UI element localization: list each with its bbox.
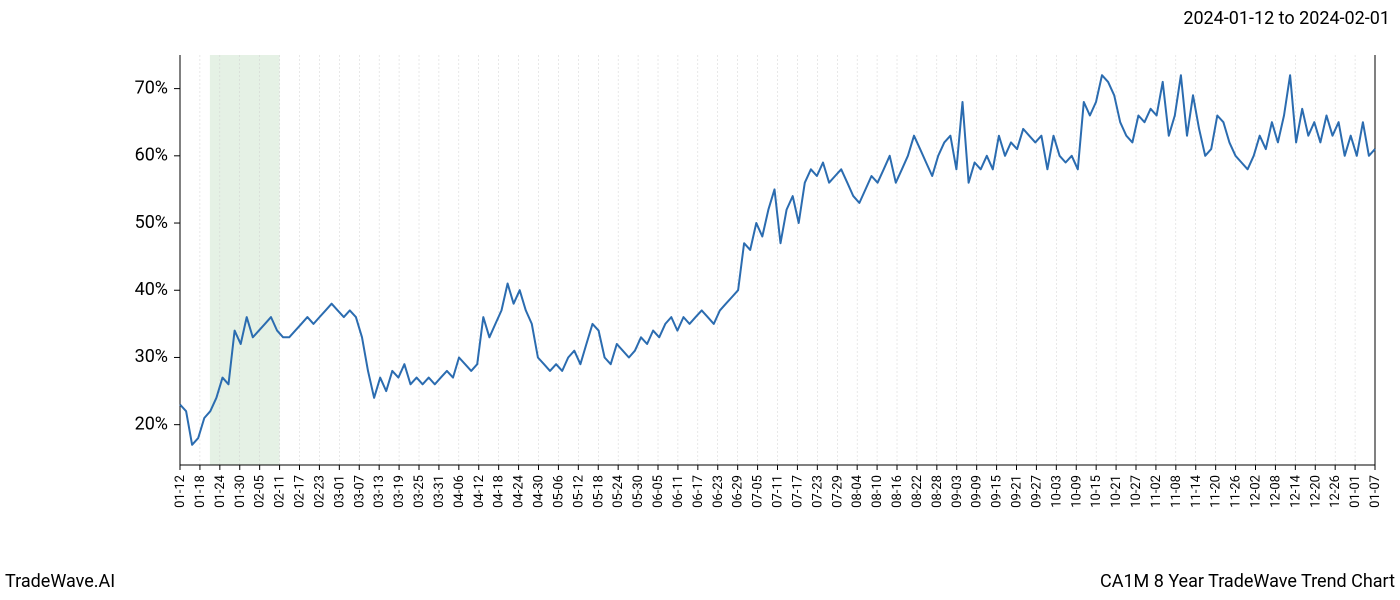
svg-text:01-07: 01-07	[1368, 475, 1383, 508]
svg-text:02-11: 02-11	[273, 475, 288, 508]
svg-text:04-24: 04-24	[512, 474, 527, 508]
svg-text:10-15: 10-15	[1089, 475, 1104, 508]
svg-text:12-20: 12-20	[1308, 475, 1323, 508]
svg-text:09-15: 09-15	[990, 475, 1005, 508]
svg-text:05-30: 05-30	[631, 475, 646, 508]
svg-text:10-03: 10-03	[1049, 475, 1064, 508]
svg-text:06-29: 06-29	[731, 475, 746, 508]
svg-text:12-02: 12-02	[1249, 475, 1264, 508]
svg-text:11-14: 11-14	[1189, 474, 1204, 508]
trend-chart: 20% 30% 40% 50% 60% 70% 01-12 01-18 01-24 01-30 02…	[0, 0, 1400, 560]
svg-text:12-14: 12-14	[1288, 474, 1303, 508]
date-range-label: 2024-01-12 to 2024-02-01	[1183, 8, 1390, 29]
svg-text:06-17: 06-17	[691, 475, 706, 508]
svg-text:09-27: 09-27	[1029, 475, 1044, 508]
svg-text:08-04: 08-04	[850, 474, 865, 508]
svg-text:20%: 20%	[135, 413, 168, 434]
svg-text:70%: 70%	[135, 77, 168, 98]
svg-text:09-03: 09-03	[950, 475, 965, 508]
svg-text:03-31: 03-31	[432, 475, 447, 508]
svg-text:03-19: 03-19	[392, 475, 407, 508]
svg-text:11-26: 11-26	[1229, 475, 1244, 508]
svg-text:05-12: 05-12	[571, 475, 586, 508]
svg-text:30%: 30%	[135, 346, 168, 367]
svg-text:06-23: 06-23	[711, 475, 726, 508]
svg-text:05-06: 05-06	[551, 475, 566, 508]
svg-text:07-17: 07-17	[790, 475, 805, 508]
svg-text:50%: 50%	[135, 212, 168, 233]
svg-text:09-21: 09-21	[1010, 475, 1025, 508]
svg-text:06-05: 06-05	[651, 475, 666, 508]
svg-text:12-08: 12-08	[1268, 475, 1283, 508]
footer-chart-title: CA1M 8 Year TradeWave Trend Chart	[1100, 571, 1395, 592]
svg-text:10-27: 10-27	[1129, 475, 1144, 508]
svg-text:07-23: 07-23	[810, 475, 825, 508]
svg-text:40%: 40%	[135, 279, 168, 300]
svg-text:10-21: 10-21	[1109, 475, 1124, 508]
svg-text:03-07: 03-07	[352, 475, 367, 508]
svg-text:02-17: 02-17	[293, 475, 308, 508]
svg-text:03-25: 03-25	[412, 475, 427, 508]
svg-text:02-23: 02-23	[312, 475, 327, 508]
svg-text:01-01: 01-01	[1348, 475, 1363, 508]
svg-text:07-29: 07-29	[830, 475, 845, 508]
svg-text:10-09: 10-09	[1069, 475, 1084, 508]
footer-brand: TradeWave.AI	[5, 571, 115, 592]
svg-text:04-12: 04-12	[472, 475, 487, 508]
svg-text:11-02: 11-02	[1149, 475, 1164, 508]
svg-text:08-22: 08-22	[910, 475, 925, 508]
svg-text:09-09: 09-09	[970, 475, 985, 508]
svg-text:01-24: 01-24	[213, 474, 228, 508]
svg-text:05-18: 05-18	[591, 475, 606, 508]
svg-text:07-11: 07-11	[771, 475, 786, 508]
svg-text:03-13: 03-13	[372, 475, 387, 508]
svg-text:03-01: 03-01	[332, 475, 347, 508]
svg-text:04-06: 04-06	[452, 475, 467, 508]
svg-text:01-12: 01-12	[173, 475, 188, 508]
chart-container: 2024-01-12 to 2024-02-01 20% 30% 40% 50% 60%…	[0, 0, 1400, 600]
svg-text:02-05: 02-05	[253, 475, 268, 508]
svg-text:01-18: 01-18	[193, 475, 208, 508]
svg-text:60%: 60%	[135, 145, 168, 166]
svg-text:12-26: 12-26	[1328, 475, 1343, 508]
svg-text:04-30: 04-30	[532, 475, 547, 508]
svg-text:08-16: 08-16	[890, 475, 905, 508]
svg-text:06-11: 06-11	[671, 475, 686, 508]
svg-text:07-05: 07-05	[751, 475, 766, 508]
svg-text:05-24: 05-24	[611, 474, 626, 508]
svg-text:08-10: 08-10	[870, 475, 885, 508]
svg-text:11-08: 11-08	[1169, 475, 1184, 508]
svg-text:08-28: 08-28	[930, 475, 945, 508]
svg-text:11-20: 11-20	[1209, 475, 1224, 508]
svg-text:04-18: 04-18	[492, 475, 507, 508]
svg-text:01-30: 01-30	[233, 475, 248, 508]
